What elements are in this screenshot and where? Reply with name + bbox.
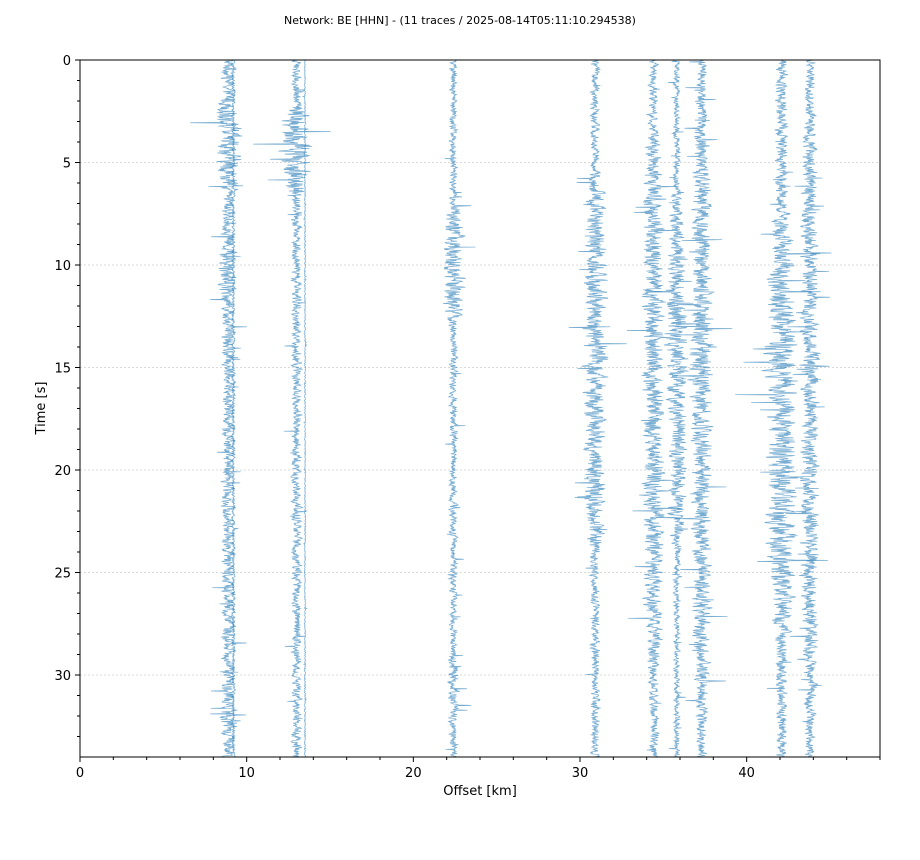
x-tick-label-20: 20 (405, 766, 422, 781)
x-tick-label-0: 0 (76, 766, 84, 781)
x-tick-label-10: 10 (238, 766, 255, 781)
x-axis: 0 10 20 30 40 (76, 757, 881, 781)
y-tick-label-25: 25 (54, 567, 71, 582)
y-axis-label: Time [s] (34, 382, 49, 436)
chart-title: Network: BE [HHN] - (11 traces / 2025-08… (284, 14, 636, 27)
y-tick-label-20: 20 (54, 464, 71, 479)
trace-group (190, 59, 832, 758)
seismic-trace-9 (675, 59, 733, 758)
x-tick-label-40: 40 (738, 766, 755, 781)
seismic-trace-11 (785, 59, 832, 758)
grid-lines (80, 162, 880, 676)
y-tick-label-0: 0 (63, 54, 71, 69)
y-tick-label-10: 10 (54, 259, 71, 274)
seismic-trace-8 (645, 59, 703, 757)
seismic-trace-3 (253, 59, 331, 757)
seismic-trace-5 (443, 59, 476, 758)
y-tick-label-15: 15 (54, 362, 71, 377)
x-tick-label-30: 30 (572, 766, 589, 781)
seismic-trace-6 (568, 59, 627, 758)
y-axis: 0 5 10 15 20 25 30 (54, 54, 80, 737)
y-tick-label-30: 30 (54, 669, 71, 684)
seismic-trace-4 (301, 59, 308, 757)
seismic-trace-7 (626, 59, 683, 758)
seismic-trace-2 (229, 59, 239, 758)
seismic-trace-10 (735, 59, 828, 757)
x-axis-label: Offset [km] (443, 784, 517, 799)
seismic-trace-1 (190, 59, 248, 757)
y-tick-label-5: 5 (63, 157, 71, 172)
